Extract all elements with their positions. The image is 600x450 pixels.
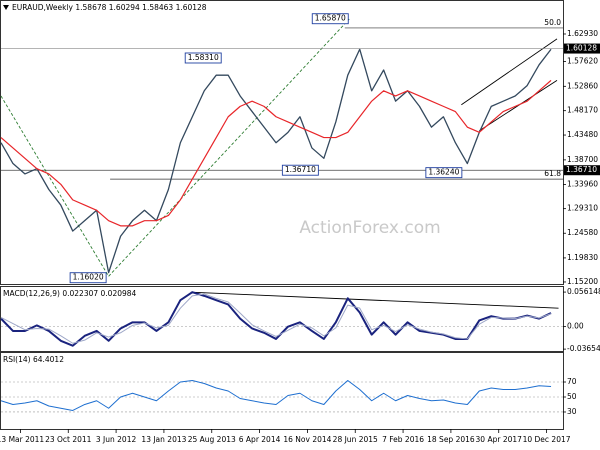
- annotation-label: 1.58310: [188, 53, 219, 62]
- annotation-box: [425, 167, 463, 179]
- panel-title: EURAUD,Weekly 1.58678 1.60294 1.58463 1.…: [12, 3, 207, 12]
- x-tick-label: 23 Oct 2011: [45, 435, 92, 444]
- annotation-label: 1.65870: [315, 14, 346, 23]
- annotation-box: [311, 13, 349, 25]
- symbol-menu-icon: [3, 5, 9, 10]
- panel-title: MACD(12,26,9) 0.022307 0.020984: [3, 289, 137, 298]
- y-tick-label: 1.29310: [567, 204, 598, 213]
- series-line: [0, 380, 552, 411]
- x-tick-label: 28 Jun 2015: [333, 435, 378, 444]
- annotation-label: 1.36240: [428, 168, 459, 177]
- price-tag-label: 1.60128: [566, 44, 597, 53]
- price-tag: [564, 165, 600, 176]
- x-tick-label: 7 Feb 2016: [382, 435, 424, 444]
- y-tick-label: 1.38700: [567, 155, 598, 164]
- y-tick-label: 1.48170: [567, 106, 598, 115]
- annotation-label: 1.36710: [285, 165, 316, 174]
- y-tick-label: 0.00: [567, 322, 584, 331]
- y-tick-label: 1.52860: [567, 81, 598, 90]
- series-line: [0, 79, 552, 227]
- trendline: [190, 291, 559, 309]
- fib-label: 50.0: [544, 18, 561, 27]
- x-tick-label: 25 Aug 2013: [188, 435, 236, 444]
- x-tick-label: 16 Nov 2014: [283, 435, 331, 444]
- y-tick-label: 1.19830: [567, 253, 598, 262]
- y-tick-label: 0.056148: [567, 287, 600, 296]
- trendline: [108, 18, 350, 277]
- panel-frame: [0, 286, 564, 352]
- watermark: ActionForex.com: [299, 218, 440, 238]
- y-tick-label: -0.036546: [567, 344, 600, 353]
- annotation-label: 1.16020: [73, 273, 104, 282]
- series-line: [0, 291, 552, 347]
- y-tick-label: 1.33960: [567, 180, 598, 189]
- x-tick-label: 10 Dec 2017: [523, 435, 571, 444]
- panel-frame: [0, 0, 564, 285]
- y-tick-label: 50: [567, 392, 577, 401]
- series-line: [0, 293, 552, 344]
- panel-title: RSI(14) 64.4012: [3, 355, 64, 364]
- x-tick-label: 6 Apr 2014: [239, 435, 281, 444]
- y-tick-label: 1.24580: [567, 228, 598, 237]
- y-tick-label: 70: [567, 377, 577, 386]
- series-line: [0, 48, 552, 274]
- annotation-box: [184, 52, 222, 64]
- x-tick-label: 3 Jun 2012: [96, 435, 137, 444]
- y-tick-label: 1.57620: [567, 57, 598, 66]
- price-tag: [564, 43, 600, 54]
- y-tick-label: 1.43480: [567, 130, 598, 139]
- trendline: [461, 38, 558, 106]
- y-tick-label: 1.62930: [567, 29, 598, 38]
- price-tag-label: 1.36710: [566, 165, 597, 174]
- x-tick-label: 13 Jan 2013: [141, 435, 186, 444]
- x-tick-label: 30 Apr 2017: [476, 435, 523, 444]
- x-tick-label: 18 Sep 2016: [427, 435, 475, 444]
- y-tick-label: 1.15200: [567, 277, 598, 286]
- panel-frame: [0, 352, 564, 430]
- annotation-box: [69, 272, 107, 284]
- y-tick-label: 30: [567, 407, 577, 416]
- x-tick-label: 13 Mar 2011: [0, 435, 44, 444]
- fib-label: 61.8: [544, 169, 561, 178]
- annotation-box: [281, 164, 319, 176]
